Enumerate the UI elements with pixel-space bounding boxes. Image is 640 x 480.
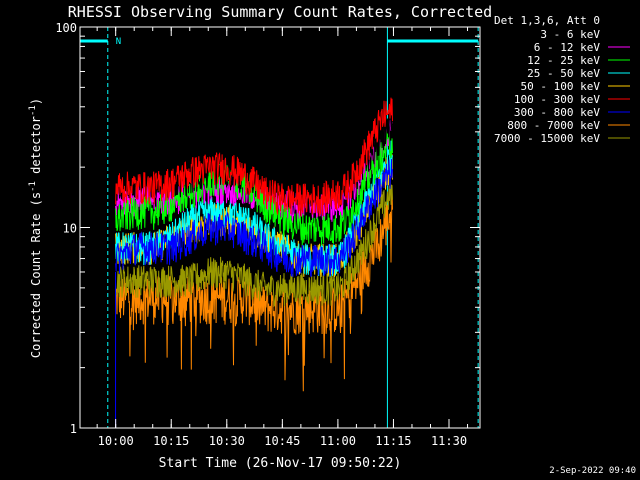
series-line-300-800-kev: [115, 159, 393, 277]
night-label: N: [116, 37, 121, 47]
x-tick-label: 11:30: [431, 434, 467, 448]
legend-label: 12 - 25 keV: [527, 54, 600, 67]
y-axis-label: Corrected Count Rate (s-1 detector-1): [28, 98, 43, 358]
series-line-100-300-kev: [115, 97, 393, 217]
legend-label: 25 - 50 keV: [527, 67, 600, 80]
legend-label: 300 - 800 keV: [514, 106, 600, 119]
y-tick-label: 100: [55, 21, 77, 35]
timestamp: 2-Sep-2022 09:40: [549, 466, 636, 476]
y-tick-label: 1: [70, 422, 77, 436]
chart-title: RHESSI Observing Summary Count Rates, Co…: [68, 3, 492, 21]
x-tick-label: 11:00: [320, 434, 356, 448]
legend-label: 3 - 6 keV: [540, 28, 600, 41]
legend-title: Det 1,3,6, Att 0: [494, 14, 600, 27]
legend-label: 7000 - 15000 keV: [494, 132, 600, 145]
x-tick-label: 11:15: [375, 434, 411, 448]
x-tick-label: 10:00: [98, 434, 134, 448]
series-line-7000-15000-kev: [115, 179, 393, 308]
x-axis-label: Start Time (26-Nov-17 09:50:22): [159, 456, 402, 471]
y-tick-label: 10: [63, 222, 77, 236]
legend-label: 50 - 100 keV: [521, 80, 601, 93]
legend-label: 800 - 7000 keV: [507, 119, 600, 132]
x-tick-label: 10:30: [209, 434, 245, 448]
x-tick-label: 10:15: [153, 434, 189, 448]
x-tick-label: 10:45: [264, 434, 300, 448]
legend-label: 100 - 300 keV: [514, 93, 600, 106]
series-line-800-7000-kev: [115, 192, 393, 392]
plot-area: [80, 27, 479, 428]
legend-label: 6 - 12 keV: [534, 41, 601, 54]
